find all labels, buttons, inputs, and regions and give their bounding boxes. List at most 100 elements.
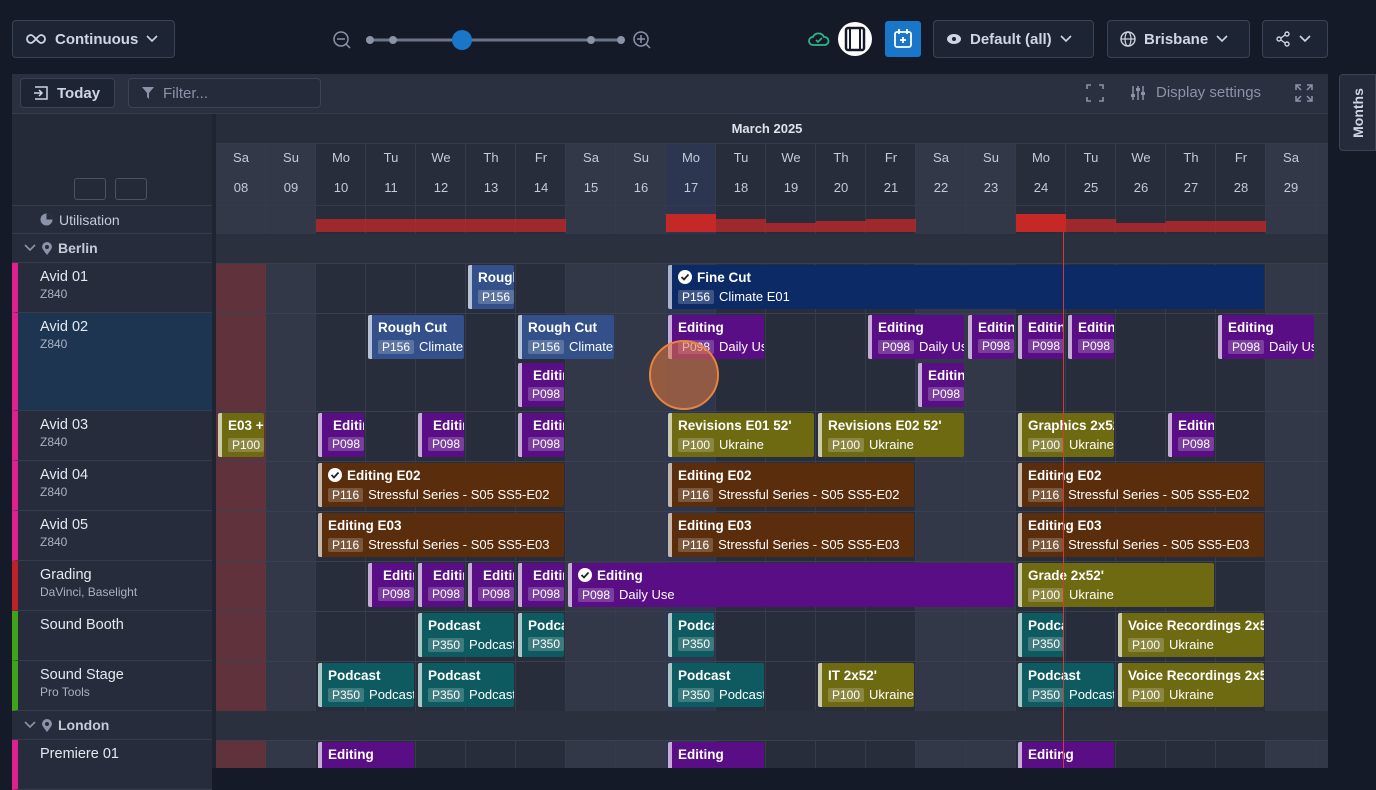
resource-row[interactable]: Grading DaVinci, Baselight (12, 561, 212, 611)
display-settings[interactable]: Display settings (1130, 84, 1261, 101)
booking[interactable]: Graphics 2x52' P100 Ukraine (1018, 413, 1114, 457)
share-button[interactable] (1262, 20, 1328, 58)
booking[interactable]: Grade 2x52' P100 Ukraine (1018, 563, 1214, 607)
booking[interactable]: Editing P098 (468, 563, 514, 607)
booking[interactable]: Rough Cut P156 Climate (368, 315, 464, 359)
booking-title-row: Editing E03 (1028, 516, 1264, 534)
filter-preset-button[interactable]: Default (all) (933, 20, 1094, 58)
booking-detail: P098 (528, 387, 564, 401)
booking[interactable]: Voice Recordings 2x52' P100 Ukraine (1118, 663, 1264, 707)
booking[interactable]: Fine Cut P156 Climate E01 (668, 265, 1264, 309)
day-name: Mo (681, 150, 701, 165)
fit-icon[interactable] (1086, 84, 1104, 102)
booking[interactable]: Editing E03 P116 Stressful Series - S05 SS… (668, 513, 914, 557)
booking[interactable]: Editing E03 P116 Stressful Series - S05 SS… (318, 513, 564, 557)
booking[interactable]: Podcast P350 (518, 613, 564, 657)
booking[interactable]: Editing E02 P116 Stressful Series - S05 SS… (1018, 463, 1264, 507)
booking[interactable]: Editing P098 (518, 413, 564, 457)
booking-label: Ukraine (1169, 687, 1214, 702)
booking-label: Climate (419, 339, 464, 354)
resource-row[interactable]: Avid 05 Z840 (12, 511, 212, 561)
booking[interactable]: Editing E03 P116 Stressful Series - S05 SS… (1018, 513, 1264, 557)
booking-title-row: Editing (978, 318, 1014, 336)
booking-detail: P098 (528, 437, 564, 451)
booking[interactable]: Podcast P350 Podcast (418, 613, 514, 657)
row-line (212, 740, 1328, 741)
booking[interactable]: Editing P098 (1018, 315, 1064, 359)
tablet-toggle[interactable] (837, 21, 873, 57)
zoom-slider[interactable] (330, 26, 660, 54)
today-button[interactable]: Today (20, 78, 115, 108)
booking-title: Voice Recordings 2x52' (1128, 617, 1264, 633)
booking[interactable]: Editing P098 (1168, 413, 1214, 457)
project-code: P100 (828, 687, 865, 702)
booking[interactable]: Editing P098 Daily Use (1218, 315, 1314, 359)
booking[interactable]: Editing P098 (418, 413, 464, 457)
booking[interactable]: Editing P098 (918, 363, 964, 407)
booking[interactable]: Editing P098 Daily Use (568, 563, 1014, 607)
filter-input[interactable]: Filter... (128, 78, 321, 108)
resource-row[interactable]: Sound Stage Pro Tools (12, 661, 212, 711)
booking-title: Rough Cut (378, 319, 447, 335)
day-date: 18 (733, 180, 749, 195)
calendar-button[interactable] (885, 21, 921, 57)
resource-name: Sound Booth (40, 617, 124, 633)
booking[interactable]: Revisions E01 52' P100 Ukraine (668, 413, 814, 457)
day-name: Fr (534, 150, 548, 165)
booking[interactable]: Editing P098 (318, 413, 364, 457)
booking[interactable]: Rough Cut P156 Climate (518, 315, 614, 359)
booking[interactable]: Editing (318, 742, 414, 768)
utilisation-bar (416, 219, 466, 232)
booking-title: Editing (383, 567, 414, 583)
resource-row[interactable]: Avid 03 Z840 (12, 411, 212, 461)
booking[interactable]: Editing (668, 742, 764, 768)
resource-name: Avid 02 (40, 319, 89, 335)
project-code: P100 (678, 437, 715, 452)
resource-row[interactable]: Avid 04 Z840 (12, 461, 212, 511)
booking[interactable]: Podcast P350 Podcast (1018, 663, 1114, 707)
booking[interactable]: Podcast P350 Podcast (668, 663, 764, 707)
booking[interactable]: Editing (1018, 742, 1114, 768)
booking[interactable]: Revisions E02 52' P100 Ukraine (818, 413, 964, 457)
months-tab[interactable]: Months (1339, 74, 1376, 151)
booking-title: Editing E02 (678, 467, 752, 483)
booking[interactable]: Editing P098 (518, 563, 564, 607)
timezone-button[interactable]: Brisbane (1107, 20, 1250, 58)
resource-subtitle: Z840 (40, 485, 68, 499)
booking[interactable]: Editing P098 (968, 315, 1014, 359)
sidebar-header (12, 114, 212, 206)
day-date: 17 (683, 180, 699, 195)
booking[interactable]: Podcast P350 Podcast (318, 663, 414, 707)
project-code: P156 (528, 339, 565, 354)
resource-row[interactable]: Avid 01 Z840 (12, 263, 212, 313)
collapse-all[interactable] (115, 178, 147, 200)
expand-all[interactable] (74, 178, 106, 200)
booking[interactable]: IT 2x52' P100 Ukraine (818, 663, 914, 707)
view-mode-button[interactable]: Continuous (12, 20, 175, 58)
booking-title-row: Podcast (1028, 666, 1114, 684)
booking[interactable]: Editing P098 (418, 563, 464, 607)
booking[interactable]: Podcast P350 (1018, 613, 1064, 657)
booking-title-row: IT 2x52' (828, 666, 914, 684)
booking[interactable]: Editing E02 P116 Stressful Series - S05 SS… (668, 463, 914, 507)
booking[interactable]: Podcast P350 (668, 613, 714, 657)
resource-row[interactable]: Sound Booth (12, 611, 212, 661)
fullscreen-icon[interactable] (1295, 84, 1313, 102)
project-code: P156 (478, 289, 514, 304)
booking[interactable]: Podcast P350 Podcast (418, 663, 514, 707)
booking[interactable]: Editing P098 Daily Use (868, 315, 964, 359)
day-name: Su (1316, 150, 1328, 165)
booking[interactable]: Voice Recordings 2x52' P100 Ukraine (1118, 613, 1264, 657)
booking[interactable]: Editing P098 (518, 363, 564, 407)
booking-title: IT 2x52' (828, 667, 877, 683)
booking[interactable]: Editing P098 (368, 563, 414, 607)
booking[interactable]: Editing P098 (1068, 315, 1114, 359)
resource-row[interactable]: Avid 02 Z840 (12, 313, 212, 411)
booking[interactable]: Editing E02 P116 Stressful Series - S05 SS… (318, 463, 564, 507)
resource-row[interactable]: Premiere 01 (12, 740, 212, 790)
booking-detail: P116 Stressful Series - S05 SS5-E02 (678, 487, 914, 502)
booking-title: Editing (433, 567, 464, 583)
